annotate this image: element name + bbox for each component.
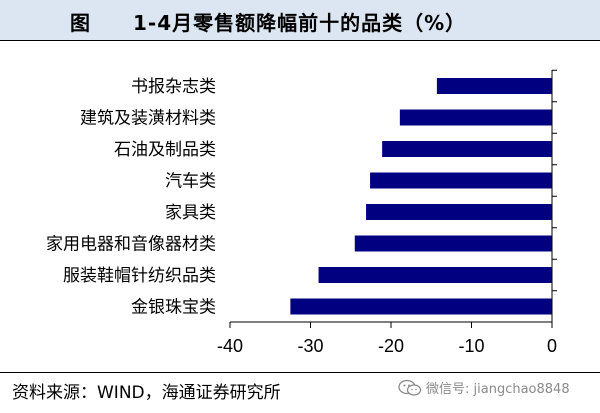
x-tick-label: 0 <box>547 336 557 356</box>
bar-4 <box>370 172 552 189</box>
x-tick-label: -10 <box>458 336 484 356</box>
x-tick-label: -20 <box>378 336 404 356</box>
category-label: 家用电器和音像器材类 <box>46 235 216 255</box>
bar-7 <box>318 267 552 283</box>
x-axis: -40 -30 -20 -10 0 <box>217 69 557 356</box>
bars-group <box>290 78 552 315</box>
category-label: 服装鞋帽针纺织品类 <box>63 266 216 286</box>
footer-divider <box>0 372 600 373</box>
bar-3 <box>382 141 552 157</box>
category-label: 书报杂志类 <box>131 77 216 97</box>
source-note: 资料来源：WIND，海通证券研究所 <box>12 383 281 403</box>
bar-5 <box>366 204 552 220</box>
title-divider <box>0 40 600 41</box>
x-tick-label: -30 <box>297 336 323 356</box>
bar-6 <box>354 235 552 252</box>
category-label: 家具类 <box>165 203 216 223</box>
bar-1 <box>436 78 552 94</box>
category-label: 石油及制品类 <box>114 140 216 160</box>
category-label: 金银珠宝类 <box>131 298 216 318</box>
watermark-text: 微信号: jiangchao8848 <box>426 382 570 397</box>
category-labels-group: 书报杂志类建筑及装潢材料类石油及制品类汽车类家具类家用电器和音像器材类服装鞋帽针… <box>46 77 216 318</box>
figure-label: 图 <box>70 11 90 35</box>
chart-title: 1-4月零售额降幅前十的品类（%） <box>133 11 467 35</box>
wechat-icon <box>398 379 422 396</box>
category-label: 建筑及装潢材料类 <box>80 109 216 129</box>
bar-8 <box>290 298 552 315</box>
watermark: 微信号: jiangchao8848 <box>398 378 570 397</box>
title-bar: 图 1-4月零售额降幅前十的品类（%） <box>0 0 600 40</box>
x-tick-label: -40 <box>217 336 243 356</box>
bar-chart: 书报杂志类建筑及装潢材料类石油及制品类汽车类家具类家用电器和音像器材类服装鞋帽针… <box>46 69 557 356</box>
bar-2 <box>399 109 552 126</box>
category-label: 汽车类 <box>165 172 216 192</box>
